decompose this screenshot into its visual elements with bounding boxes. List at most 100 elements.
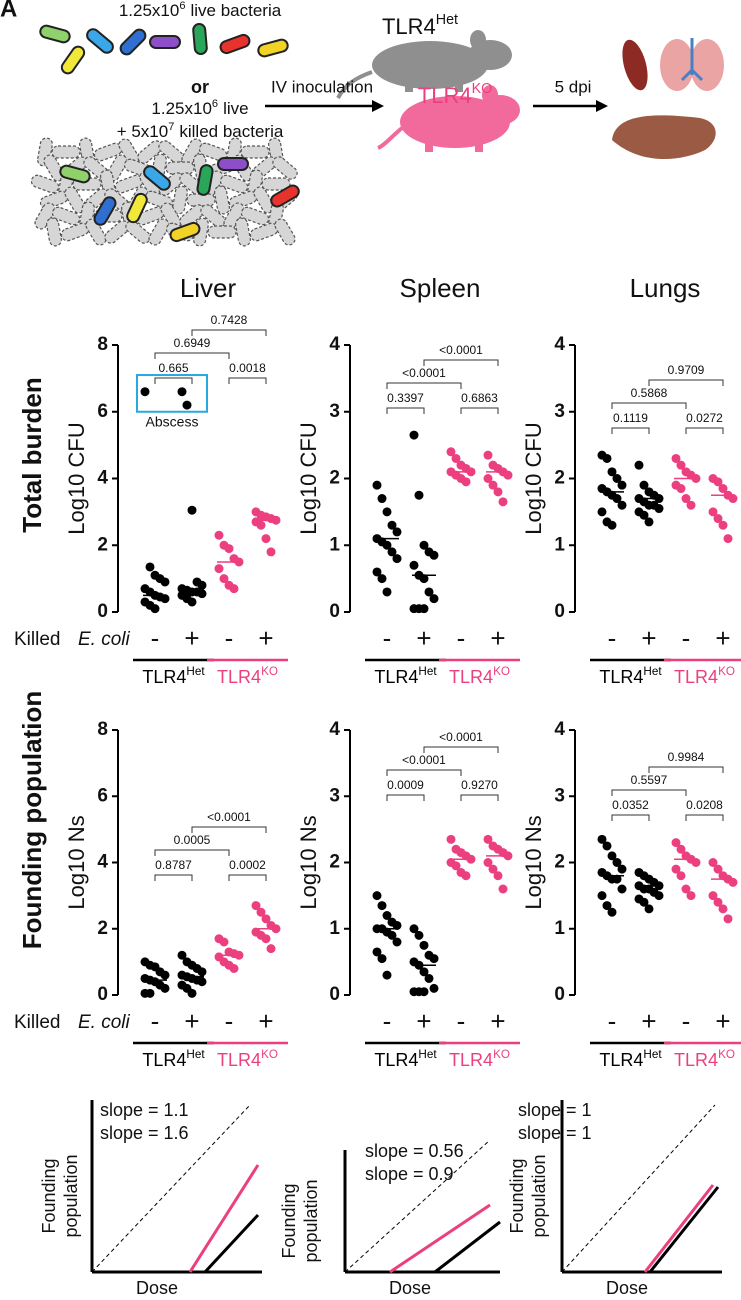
data-point bbox=[686, 500, 696, 510]
y-tick-label: 6 bbox=[97, 401, 108, 422]
data-point bbox=[377, 954, 387, 964]
y-tick-label: 0 bbox=[329, 984, 340, 1005]
annotation-box bbox=[136, 374, 208, 413]
data-point bbox=[607, 851, 617, 861]
data-point bbox=[676, 460, 686, 470]
data-point bbox=[602, 453, 612, 463]
data-point bbox=[639, 897, 649, 907]
x-label-italic: E. coli bbox=[78, 629, 131, 650]
x-label: Killed bbox=[14, 1012, 60, 1033]
data-point bbox=[419, 574, 429, 584]
data-point bbox=[617, 500, 627, 510]
y-tick-label: 3 bbox=[554, 785, 565, 806]
y-axis-label: Log10 Ns bbox=[521, 815, 546, 909]
killed-bacterium bbox=[125, 220, 151, 244]
y-tick-label: 0 bbox=[329, 601, 340, 622]
x-axis-label: Dose bbox=[136, 1278, 178, 1298]
x-tick-label: - bbox=[682, 623, 691, 653]
comparison-bracket bbox=[423, 746, 499, 753]
data-point bbox=[676, 484, 686, 494]
data-point bbox=[182, 400, 192, 410]
data-point bbox=[728, 877, 738, 887]
data-point bbox=[617, 884, 627, 894]
data-point bbox=[261, 914, 271, 924]
comparison-bracket bbox=[460, 407, 499, 414]
data-point bbox=[145, 988, 155, 998]
p-value: 0.0272 bbox=[686, 411, 723, 425]
group-label-base: TLR4 bbox=[674, 1050, 718, 1070]
bacteria-cluster bbox=[30, 137, 298, 247]
data-point bbox=[607, 907, 617, 917]
group-label: TLR4KO bbox=[449, 1048, 510, 1070]
time-label: 5 dpi bbox=[555, 77, 592, 96]
comparison-bracket bbox=[611, 789, 687, 796]
colored-in-cluster bbox=[59, 157, 300, 243]
killed-bacterium bbox=[165, 161, 195, 175]
killed-bacterium bbox=[261, 177, 291, 191]
data-point bbox=[723, 914, 733, 924]
panel-title: Liver bbox=[180, 273, 237, 303]
x-tick-label: + bbox=[490, 1006, 505, 1036]
group-label: TLR4Het bbox=[374, 1048, 437, 1070]
group-label-sup: KO bbox=[493, 1048, 510, 1061]
killed-dose-base: + 5x10 bbox=[117, 122, 169, 141]
data-point bbox=[602, 841, 612, 851]
live-dose-sup: 6 bbox=[179, 0, 185, 12]
killed-bacterium bbox=[30, 174, 60, 194]
data-point bbox=[414, 930, 424, 940]
data-point bbox=[219, 937, 229, 947]
group-label-base: TLR4 bbox=[217, 1050, 261, 1070]
group-label-base: TLR4 bbox=[142, 1050, 186, 1070]
data-point bbox=[256, 520, 266, 530]
data-point bbox=[446, 834, 456, 844]
data-point bbox=[713, 477, 723, 487]
group-label-sup: Het bbox=[418, 1048, 437, 1061]
data-point bbox=[409, 924, 419, 934]
data-point bbox=[382, 507, 392, 517]
x-tick-label: - bbox=[151, 1006, 160, 1036]
data-point bbox=[644, 517, 654, 527]
p-value: <0.0001 bbox=[402, 753, 446, 767]
p-value: <0.0001 bbox=[402, 366, 446, 380]
slope-label: slope = 0.9 bbox=[365, 1164, 454, 1184]
killed-bacterium bbox=[272, 156, 298, 180]
data-point bbox=[671, 838, 681, 848]
data-point bbox=[372, 480, 382, 490]
data-point bbox=[392, 937, 402, 947]
p-value: <0.0001 bbox=[439, 730, 483, 744]
data-point bbox=[498, 497, 508, 507]
p-value: 0.0005 bbox=[174, 833, 211, 847]
p-value: 0.8787 bbox=[155, 858, 192, 872]
data-point bbox=[676, 871, 686, 881]
data-point bbox=[140, 387, 150, 397]
data-point bbox=[644, 904, 654, 914]
killed-bacterium bbox=[240, 145, 270, 159]
p-value: 0.9709 bbox=[668, 363, 705, 377]
group-label-sup: KO bbox=[718, 1048, 735, 1061]
x-tick-label: - bbox=[225, 1006, 234, 1036]
data-point bbox=[612, 474, 622, 483]
x-tick-label: + bbox=[416, 623, 431, 653]
group-label-sup: Het bbox=[186, 1048, 205, 1061]
killed-bacterium bbox=[148, 218, 170, 246]
data-point bbox=[429, 983, 439, 993]
data-point bbox=[503, 470, 513, 480]
y-tick-label: 3 bbox=[329, 785, 340, 806]
y-tick-label: 1 bbox=[554, 918, 565, 939]
y-tick-label: 8 bbox=[97, 334, 108, 355]
data-point bbox=[718, 520, 728, 530]
data-point bbox=[424, 973, 434, 983]
data-point bbox=[597, 507, 607, 517]
x-tick-label: + bbox=[641, 623, 656, 653]
y-tick-label: 2 bbox=[554, 852, 565, 873]
group-label: TLR4Het bbox=[142, 665, 205, 687]
data-point bbox=[713, 897, 723, 907]
y-axis-label: Log10 Ns bbox=[296, 815, 321, 909]
data-point bbox=[160, 983, 170, 993]
group-label: TLR4KO bbox=[217, 665, 278, 687]
x-tick-label: + bbox=[184, 1006, 199, 1036]
data-point bbox=[654, 891, 664, 901]
killed-dose: + 5x107 killed bacteria bbox=[117, 121, 284, 142]
p-value: 0.0009 bbox=[387, 778, 424, 792]
